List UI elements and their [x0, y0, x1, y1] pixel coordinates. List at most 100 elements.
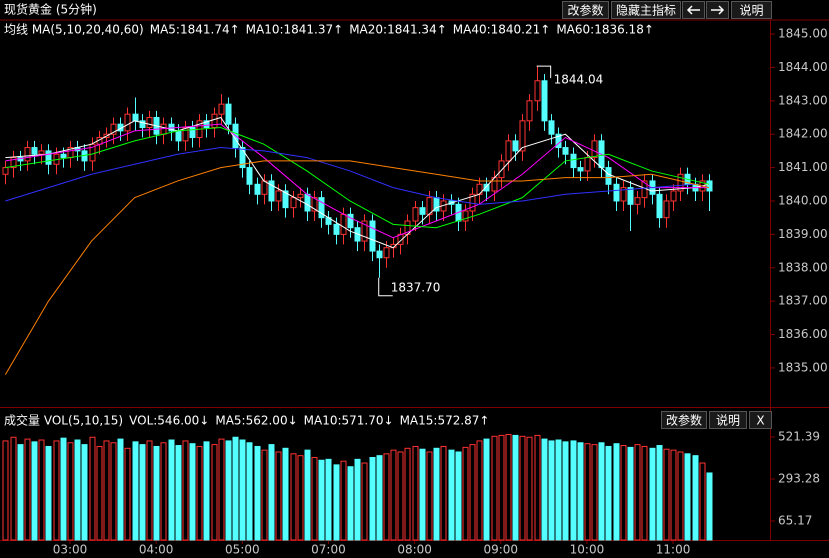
volume-bar: [620, 445, 627, 541]
volume-bar: [541, 438, 548, 541]
candle-body: [656, 193, 663, 219]
volume-bar: [656, 445, 663, 541]
volume-bar: [354, 458, 361, 541]
button-label[interactable]: 说明: [716, 413, 740, 428]
volume-bar: [53, 440, 60, 541]
candle-body: [146, 117, 153, 129]
y-tick-label: 1844.00: [778, 60, 828, 74]
candle-body: [627, 187, 634, 205]
x-tick-label: 04:00: [139, 543, 174, 557]
volume-bar: [297, 455, 304, 541]
button-label[interactable]: X: [756, 414, 764, 428]
candle-body: [361, 220, 368, 242]
x-tick-label: 03:00: [53, 543, 88, 557]
candle-body: [369, 220, 376, 252]
volume-bar: [699, 462, 706, 541]
button-label[interactable]: 说明: [739, 3, 763, 18]
volume-bar: [670, 449, 677, 541]
candle-body: [534, 80, 541, 102]
volume-bar: [45, 445, 52, 541]
volume-bar: [160, 442, 167, 541]
volume-bar: [311, 457, 318, 541]
volume-bar: [706, 472, 713, 541]
legend-entry: MA10:1841.37↑: [246, 23, 344, 37]
volume-bar: [211, 444, 218, 541]
volume-bars: [2, 433, 713, 541]
button-frame[interactable]: [731, 1, 772, 19]
candle-body: [570, 153, 577, 169]
arrow-icon: [711, 5, 725, 15]
candle-body: [218, 103, 225, 115]
candle-body: [483, 183, 490, 192]
candle-body: [613, 183, 620, 202]
button-frame[interactable]: [611, 1, 681, 19]
volume-bar: [225, 440, 232, 541]
volume-bar: [448, 449, 455, 541]
volume-bar: [562, 441, 569, 541]
button-frame[interactable]: [562, 1, 609, 19]
button-label[interactable]: 改参数: [666, 413, 702, 428]
button-label[interactable]: 隐藏主指标: [616, 3, 676, 18]
y-tick-label: 521.39: [778, 429, 820, 443]
legend-entry: MA60:1836.18↑: [556, 23, 654, 37]
candle-body: [254, 183, 261, 195]
volume-bar: [153, 445, 160, 541]
legend-entry: VOL:546.00↓: [129, 414, 209, 428]
chart-title: 现货黄金 (5分钟): [4, 2, 97, 17]
candle-body: [268, 180, 275, 202]
legend-entry: MA20:1841.34↑: [349, 23, 447, 37]
y-tick-label: 1843.00: [778, 93, 828, 107]
volume-bar: [412, 445, 419, 541]
volume-bar: [570, 440, 577, 541]
candle-body: [412, 207, 419, 222]
volume-bar: [483, 438, 490, 541]
arrow-left-button[interactable]: [682, 1, 705, 19]
y-tick-label: 1842.00: [778, 127, 828, 141]
volume-bar: [340, 460, 347, 541]
candle-body: [347, 213, 354, 229]
candle-body: [620, 187, 627, 202]
volume-bar: [347, 466, 354, 541]
candle-body: [548, 120, 555, 135]
x-tick-label: 09:00: [483, 543, 518, 557]
volume-bar: [598, 442, 605, 541]
volume-bar: [132, 441, 139, 541]
volume-bar: [189, 443, 196, 541]
candle-body: [10, 157, 17, 169]
candle-body: [340, 213, 347, 235]
volume-bar: [390, 449, 397, 541]
volume-bar: [254, 445, 261, 541]
button-frame[interactable]: [709, 411, 747, 429]
volume-bar: [218, 438, 225, 541]
volume-bar: [290, 453, 297, 541]
volume-bar: [17, 444, 24, 541]
arrow-right-button[interactable]: [706, 1, 729, 19]
volume-bar: [605, 445, 612, 541]
candle-body: [498, 160, 505, 179]
legend-entry: MA5:562.00↓: [215, 414, 297, 428]
volume-bar: [526, 436, 533, 541]
volume-bar: [103, 440, 110, 541]
y-tick-label: 1839.00: [778, 227, 828, 241]
volume-bar: [196, 445, 203, 541]
button-frame[interactable]: [661, 411, 707, 429]
button-frame[interactable]: [749, 411, 772, 429]
candle-body: [541, 80, 548, 122]
axis: 1835.00 1836.00 1837.00 1838.00 1839.00 1840.…: [53, 27, 828, 557]
volume-bar: [433, 447, 440, 541]
indicator-label: 均线 MA(5,10,20,40,60): [4, 23, 144, 37]
volume-bar: [440, 445, 447, 541]
candle-body: [182, 127, 189, 142]
button-label[interactable]: 改参数: [567, 3, 603, 18]
ma-line: [5, 147, 710, 205]
volume-bar: [613, 443, 620, 541]
indicator-label: 成交量 VOL(5,10,15): [4, 413, 123, 428]
legend-entry: MA10:571.70↓: [304, 414, 394, 428]
candle-body: [677, 173, 684, 192]
x-tick-label: 10:00: [570, 543, 605, 557]
volume-bar: [110, 442, 117, 541]
volume-bar: [534, 434, 541, 541]
volume-bar: [591, 444, 598, 541]
